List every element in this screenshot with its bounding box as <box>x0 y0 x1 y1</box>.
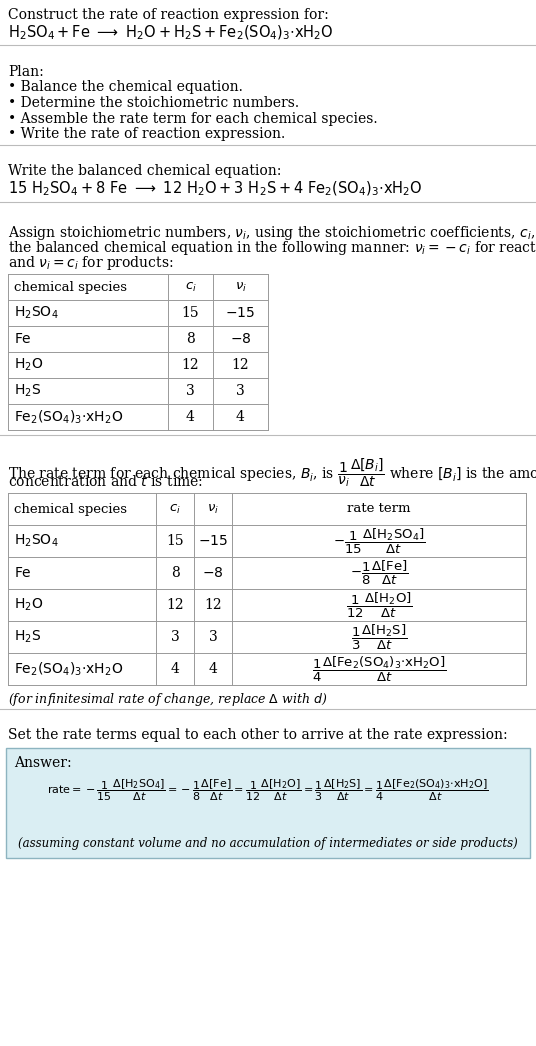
Text: 4: 4 <box>186 410 195 424</box>
Text: 12: 12 <box>232 358 249 372</box>
Text: (for infinitesimal rate of change, replace $\Delta$ with $d$): (for infinitesimal rate of change, repla… <box>8 691 327 708</box>
Text: $c_i$: $c_i$ <box>169 502 181 516</box>
Text: $-8$: $-8$ <box>202 566 224 579</box>
Text: $\mathrm{Fe}$: $\mathrm{Fe}$ <box>14 332 32 346</box>
Text: 4: 4 <box>170 662 180 676</box>
Text: Plan:: Plan: <box>8 65 44 79</box>
Text: $\mathrm{rate} = -\dfrac{1}{15}\dfrac{\Delta[\mathrm{H_2SO_4}]}{\Delta t} = -\df: $\mathrm{rate} = -\dfrac{1}{15}\dfrac{\D… <box>47 777 489 802</box>
Text: 3: 3 <box>186 384 195 397</box>
Text: 15: 15 <box>182 306 199 320</box>
Text: The rate term for each chemical species, $B_i$, is $\dfrac{1}{\nu_i}\dfrac{\Delt: The rate term for each chemical species,… <box>8 456 536 488</box>
Text: 3: 3 <box>236 384 245 397</box>
Text: 12: 12 <box>204 598 222 612</box>
Text: $c_i$: $c_i$ <box>184 280 196 294</box>
Text: rate term: rate term <box>347 502 411 516</box>
Text: 3: 3 <box>170 630 180 644</box>
Text: $\mathrm{H_2S}$: $\mathrm{H_2S}$ <box>14 629 41 645</box>
Text: $-\dfrac{1}{15}\dfrac{\Delta[\mathrm{H_2SO_4}]}{\Delta t}$: $-\dfrac{1}{15}\dfrac{\Delta[\mathrm{H_2… <box>333 526 425 555</box>
Text: • Assemble the rate term for each chemical species.: • Assemble the rate term for each chemic… <box>8 112 378 126</box>
Text: Write the balanced chemical equation:: Write the balanced chemical equation: <box>8 164 281 179</box>
Text: 12: 12 <box>166 598 184 612</box>
Text: chemical species: chemical species <box>14 280 127 294</box>
Text: $\dfrac{1}{3}\dfrac{\Delta[\mathrm{H_2S}]}{\Delta t}$: $\dfrac{1}{3}\dfrac{\Delta[\mathrm{H_2S}… <box>351 622 407 652</box>
Text: $\mathrm{H_2SO_4}$: $\mathrm{H_2SO_4}$ <box>14 304 58 321</box>
Text: $\nu_i$: $\nu_i$ <box>207 502 219 516</box>
Text: • Balance the chemical equation.: • Balance the chemical equation. <box>8 81 243 94</box>
Text: • Write the rate of reaction expression.: • Write the rate of reaction expression. <box>8 127 285 141</box>
Text: $\mathrm{Fe_2(SO_4)_3{\cdot}xH_2O}$: $\mathrm{Fe_2(SO_4)_3{\cdot}xH_2O}$ <box>14 408 123 426</box>
Text: chemical species: chemical species <box>14 502 127 516</box>
Text: 15: 15 <box>166 535 184 548</box>
Text: (assuming constant volume and no accumulation of intermediates or side products): (assuming constant volume and no accumul… <box>18 838 518 850</box>
Text: $\dfrac{1}{12}\dfrac{\Delta[\mathrm{H_2O}]}{\Delta t}$: $\dfrac{1}{12}\dfrac{\Delta[\mathrm{H_2O… <box>346 590 412 619</box>
Text: 4: 4 <box>209 662 218 676</box>
Text: $\mathrm{H_2SO_4 + Fe \ \longrightarrow \ H_2O + H_2S + Fe_2(SO_4)_3{\cdot}xH_2O: $\mathrm{H_2SO_4 + Fe \ \longrightarrow … <box>8 23 333 42</box>
Text: the balanced chemical equation in the following manner: $\nu_i = -c_i$ for react: the balanced chemical equation in the fo… <box>8 238 536 257</box>
Text: • Determine the stoichiometric numbers.: • Determine the stoichiometric numbers. <box>8 96 299 110</box>
Text: $\mathrm{H_2O}$: $\mathrm{H_2O}$ <box>14 357 43 373</box>
Text: Answer:: Answer: <box>14 756 72 770</box>
Text: Set the rate terms equal to each other to arrive at the rate expression:: Set the rate terms equal to each other t… <box>8 728 508 743</box>
Text: $\mathrm{H_2SO_4}$: $\mathrm{H_2SO_4}$ <box>14 532 58 549</box>
Text: $\mathrm{H_2S}$: $\mathrm{H_2S}$ <box>14 383 41 400</box>
Text: Assign stoichiometric numbers, $\nu_i$, using the stoichiometric coefficients, $: Assign stoichiometric numbers, $\nu_i$, … <box>8 224 536 242</box>
Text: $-15$: $-15$ <box>198 535 228 548</box>
Text: $\mathrm{Fe}$: $\mathrm{Fe}$ <box>14 566 32 579</box>
Text: $-\dfrac{1}{8}\dfrac{\Delta[\mathrm{Fe}]}{\Delta t}$: $-\dfrac{1}{8}\dfrac{\Delta[\mathrm{Fe}]… <box>350 559 408 587</box>
Text: $\mathrm{Fe_2(SO_4)_3{\cdot}xH_2O}$: $\mathrm{Fe_2(SO_4)_3{\cdot}xH_2O}$ <box>14 660 123 678</box>
Text: $\mathrm{15\ H_2SO_4 + 8\ Fe \ \longrightarrow \ 12\ H_2O + 3\ H_2S + 4\ Fe_2(SO: $\mathrm{15\ H_2SO_4 + 8\ Fe \ \longrigh… <box>8 180 422 199</box>
Bar <box>6 748 530 858</box>
Text: and $\nu_i = c_i$ for products:: and $\nu_i = c_i$ for products: <box>8 254 174 273</box>
Text: $\mathrm{H_2O}$: $\mathrm{H_2O}$ <box>14 597 43 613</box>
Text: $-15$: $-15$ <box>226 306 256 320</box>
Text: $\dfrac{1}{4}\dfrac{\Delta[\mathrm{Fe_2(SO_4)_3{\cdot}xH_2O}]}{\Delta t}$: $\dfrac{1}{4}\dfrac{\Delta[\mathrm{Fe_2(… <box>312 655 446 684</box>
Text: $\nu_i$: $\nu_i$ <box>235 280 247 294</box>
Text: 8: 8 <box>186 332 195 346</box>
Text: 12: 12 <box>182 358 199 372</box>
Text: Construct the rate of reaction expression for:: Construct the rate of reaction expressio… <box>8 8 329 22</box>
Text: 3: 3 <box>209 630 218 644</box>
Text: 4: 4 <box>236 410 245 424</box>
Text: 8: 8 <box>170 566 180 579</box>
Text: concentration and $t$ is time:: concentration and $t$ is time: <box>8 474 203 488</box>
Text: $-8$: $-8$ <box>230 332 251 346</box>
